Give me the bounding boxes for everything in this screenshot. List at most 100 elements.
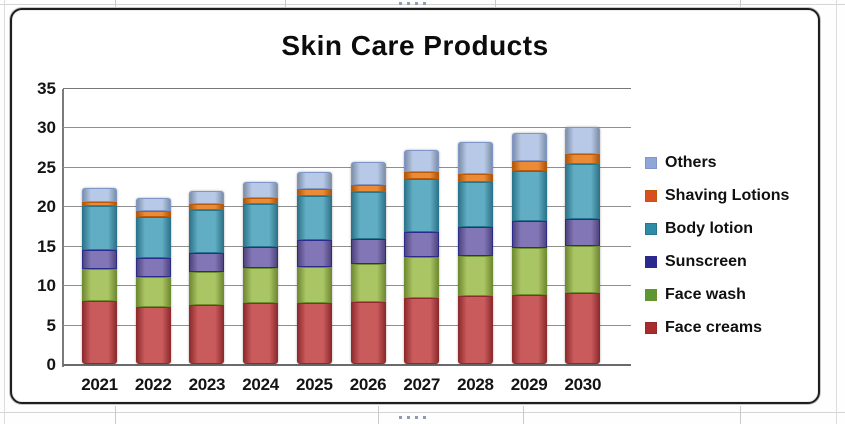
bar-segment-2027-others xyxy=(404,149,440,172)
bar-segment-2029-body-lotion xyxy=(511,170,547,222)
x-tick-label-2027: 2027 xyxy=(403,375,440,394)
y-tick-label-25: 25 xyxy=(37,157,56,177)
bar-segment-2026-body-lotion xyxy=(350,192,386,240)
bar-segment-2022-face-wash xyxy=(135,277,171,308)
x-tick-label-2022: 2022 xyxy=(134,375,172,394)
chart-frame: Skin Care Products 0 5 10 15 20 25 30 35 2021 20… xyxy=(10,8,820,404)
bar-segment-2025-face-wash xyxy=(296,267,332,303)
worksheet-gridline-right xyxy=(836,0,837,424)
bar-segment-2027-sunscreen xyxy=(404,231,440,257)
bar-segment-2030-face-wash xyxy=(565,245,601,294)
bar-segment-2024-shaving-lotions xyxy=(243,197,279,204)
bar-segment-2024-face-creams xyxy=(243,303,279,364)
worksheet-gridline-top xyxy=(0,4,845,5)
worksheet-gridline-left xyxy=(4,0,5,424)
bar-segment-2025-sunscreen xyxy=(296,240,332,268)
bar-segment-2029-face-creams xyxy=(511,295,547,364)
chart-resize-handle-top[interactable] xyxy=(399,2,426,5)
bar-segment-2026-face-creams xyxy=(350,301,386,364)
bar-segment-2028-face-wash xyxy=(457,255,493,297)
gridline-y-10 xyxy=(63,285,631,287)
bar-segment-2027-face-wash xyxy=(404,256,440,298)
bar-2027 xyxy=(404,149,440,364)
legend-marker-icon xyxy=(645,255,657,268)
worksheet-column-tick xyxy=(495,0,496,9)
bar-segment-2027-body-lotion xyxy=(404,178,440,232)
bar-2030 xyxy=(565,127,601,364)
legend-marker-icon xyxy=(645,156,657,169)
legend-item-face-creams: Face creams xyxy=(645,311,789,344)
bar-segment-2026-face-wash xyxy=(350,263,386,302)
bar-segment-2023-face-wash xyxy=(189,271,225,305)
bar-2028 xyxy=(457,142,493,364)
bar-segment-2026-shaving-lotions xyxy=(350,185,386,193)
gridline-y-0 xyxy=(63,364,631,366)
legend-marker-icon xyxy=(645,321,657,334)
bar-2024 xyxy=(243,181,279,364)
worksheet-column-tick xyxy=(115,0,116,9)
bar-segment-2028-body-lotion xyxy=(457,181,493,227)
bar-segment-2021-others xyxy=(82,188,117,202)
legend-marker-icon xyxy=(645,222,657,235)
legend-label: Shaving Lotions xyxy=(665,186,790,204)
legend-label: Body lotion xyxy=(665,219,753,237)
bar-2029 xyxy=(511,133,547,364)
x-tick-label-2024: 2024 xyxy=(242,375,279,394)
bar-segment-2029-sunscreen xyxy=(511,221,547,249)
bar-segment-2030-shaving-lotions xyxy=(565,154,601,164)
bar-segment-2024-others xyxy=(243,181,279,198)
y-tick-label-35: 35 xyxy=(37,79,56,98)
x-tick-label-2029: 2029 xyxy=(510,375,548,394)
legend-label: Face wash xyxy=(665,285,746,303)
gridline-y-30 xyxy=(63,127,631,129)
bar-segment-2022-body-lotion xyxy=(135,216,171,259)
worksheet-column-tick xyxy=(740,406,741,424)
bar-segment-2024-sunscreen xyxy=(243,247,279,268)
plot-area xyxy=(62,88,631,367)
bar-segment-2022-face-creams xyxy=(135,307,171,364)
legend-item-body-lotion: Body lotion xyxy=(645,212,789,245)
bar-segment-2021-sunscreen xyxy=(82,249,117,270)
bar-segment-2025-shaving-lotions xyxy=(296,188,332,197)
bar-segment-2029-face-wash xyxy=(511,248,547,296)
x-tick-label-2028: 2028 xyxy=(457,375,494,394)
bar-segment-2030-sunscreen xyxy=(565,218,601,246)
bar-segment-2025-others xyxy=(296,171,332,189)
bar-segment-2023-others xyxy=(189,191,225,204)
gridline-y-35 xyxy=(63,88,631,89)
y-tick-label-30: 30 xyxy=(37,118,56,138)
bar-segment-2024-body-lotion xyxy=(243,203,279,248)
bar-segment-2027-shaving-lotions xyxy=(404,171,440,179)
bar-segment-2028-shaving-lotions xyxy=(457,174,493,182)
y-tick-label-10: 10 xyxy=(37,276,56,296)
bar-segment-2027-face-creams xyxy=(404,297,440,364)
bar-segment-2021-face-creams xyxy=(82,300,117,364)
bar-2023 xyxy=(189,191,225,364)
bar-segment-2028-sunscreen xyxy=(457,226,493,256)
bar-segment-2030-others xyxy=(565,127,601,155)
legend-label: Sunscreen xyxy=(665,252,747,270)
bar-segment-2026-sunscreen xyxy=(350,239,386,264)
bar-segment-2024-face-wash xyxy=(243,267,279,304)
bar-2025 xyxy=(296,171,332,364)
legend: Others Shaving Lotions Body lotion Sunscree… xyxy=(645,146,789,344)
legend-marker-icon xyxy=(645,189,657,202)
bar-segment-2023-face-creams xyxy=(189,304,225,364)
gridline-y-15 xyxy=(63,245,631,247)
legend-label: Others xyxy=(665,153,717,171)
bar-segment-2030-body-lotion xyxy=(565,163,601,219)
bar-segment-2022-shaving-lotions xyxy=(135,211,171,217)
gridline-y-25 xyxy=(63,166,631,168)
bar-segment-2029-others xyxy=(511,133,547,162)
bar-segment-2028-others xyxy=(457,142,493,174)
x-tick-label-2026: 2026 xyxy=(349,375,387,394)
bar-2026 xyxy=(350,162,386,364)
worksheet-column-tick xyxy=(285,0,286,9)
bar-segment-2021-face-wash xyxy=(82,269,117,301)
worksheet-column-tick xyxy=(115,406,116,424)
bar-segment-2022-sunscreen xyxy=(135,258,171,278)
chart-resize-handle-bottom[interactable] xyxy=(399,416,426,419)
bar-segment-2023-body-lotion xyxy=(189,210,225,253)
x-tick-label-2021: 2021 xyxy=(81,375,118,394)
bar-segment-2029-shaving-lotions xyxy=(511,161,547,171)
